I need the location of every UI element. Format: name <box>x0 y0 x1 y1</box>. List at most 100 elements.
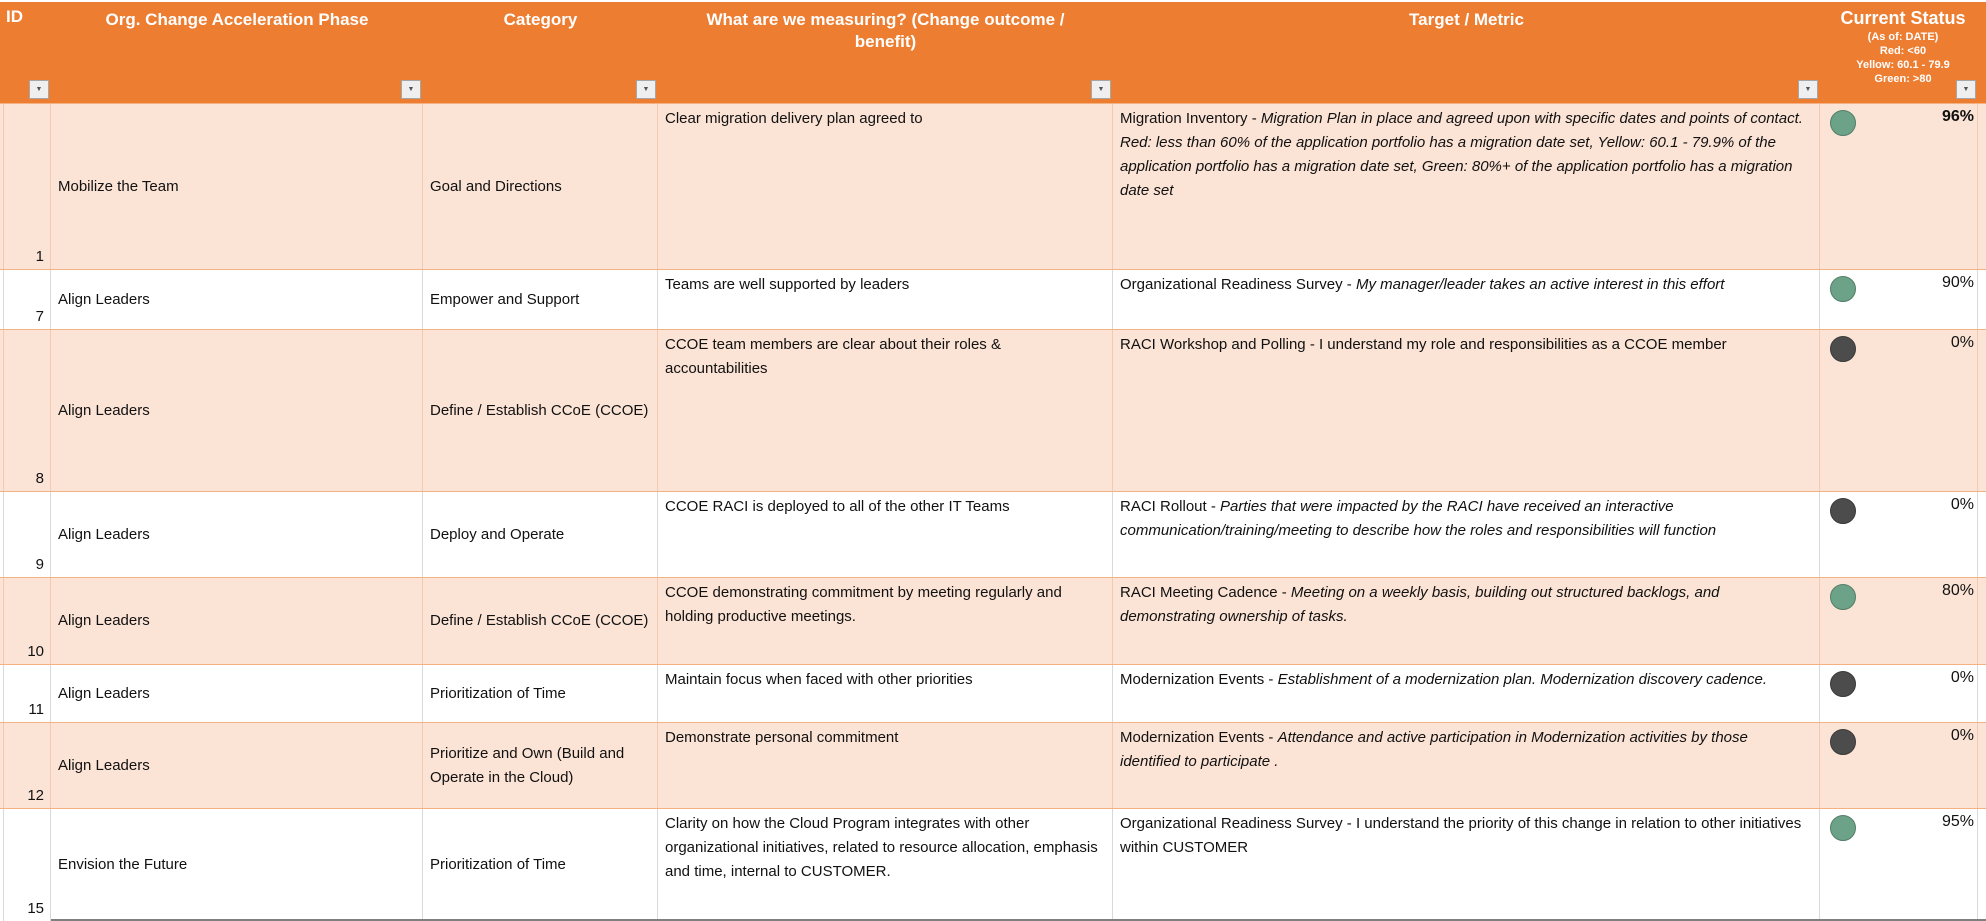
status-percentage: 80% <box>1941 582 1974 599</box>
cell-id[interactable]: 9 <box>0 492 51 577</box>
gridline <box>1977 723 1978 808</box>
cell-measuring[interactable]: CCOE team members are clear about their … <box>658 330 1113 491</box>
category-text: Define / Establish CCoE (CCOE) <box>430 401 649 419</box>
status-circle-icon <box>1830 498 1856 524</box>
cell-measuring[interactable]: Clarity on how the Cloud Program integra… <box>658 809 1113 921</box>
cell-phase[interactable]: Align Leaders <box>51 330 423 491</box>
table-header-row: ID ▼ Org. Change Acceleration Phase ▼ Ca… <box>0 2 1986 103</box>
cell-phase[interactable]: Align Leaders <box>51 665 423 722</box>
cell-status[interactable]: 95% <box>1820 809 1986 921</box>
table-row: 1 Mobilize the Team Goal and Directions … <box>0 103 1986 269</box>
measuring-text: Maintain focus when faced with other pri… <box>665 671 973 688</box>
filter-dropdown-button[interactable]: ▼ <box>401 80 421 99</box>
status-legend-red: Red: <60 <box>1879 45 1927 57</box>
cell-id[interactable]: 15 <box>0 809 51 921</box>
status-circle-icon <box>1830 815 1856 841</box>
cell-category[interactable]: Prioritization of Time <box>423 809 658 921</box>
status-circle-icon <box>1830 110 1856 136</box>
chevron-down-icon: ▼ <box>642 86 650 93</box>
filter-dropdown-button[interactable]: ▼ <box>636 80 656 99</box>
cell-target[interactable]: RACI Meeting Cadence - Meeting on a week… <box>1113 578 1820 664</box>
cell-target[interactable]: Modernization Events - Establishment of … <box>1113 665 1820 722</box>
cell-phase[interactable]: Align Leaders <box>51 578 423 664</box>
column-header-label: Org. Change Acceleration Phase <box>105 10 369 29</box>
filter-dropdown-button[interactable]: ▼ <box>1091 80 1111 99</box>
cell-target[interactable]: Modernization Events - Attendance and ac… <box>1113 723 1820 808</box>
cell-category[interactable]: Empower and Support <box>423 270 658 329</box>
phase-text: Envision the Future <box>58 856 188 873</box>
cell-phase[interactable]: Align Leaders <box>51 270 423 329</box>
cell-id[interactable]: 1 <box>0 104 51 269</box>
cell-measuring[interactable]: CCOE demonstrating commitment by meeting… <box>658 578 1113 664</box>
column-header-id[interactable]: ID ▼ <box>0 2 51 103</box>
cell-phase[interactable]: Envision the Future <box>51 809 423 921</box>
cell-phase[interactable]: Mobilize the Team <box>51 104 423 269</box>
cell-measuring[interactable]: CCOE RACI is deployed to all of the othe… <box>658 492 1113 577</box>
cell-measuring[interactable]: Clear migration delivery plan agreed to <box>658 104 1113 269</box>
cell-category[interactable]: Define / Establish CCoE (CCOE) <box>423 330 658 491</box>
status-percentage: 96% <box>1941 108 1974 125</box>
cell-status[interactable]: 0% <box>1820 330 1986 491</box>
column-header-target[interactable]: Target / Metric ▼ <box>1113 2 1820 103</box>
status-percentage: 0% <box>1950 727 1974 744</box>
cell-id[interactable]: 11 <box>0 665 51 722</box>
cell-id[interactable]: 12 <box>0 723 51 808</box>
cell-measuring[interactable]: Maintain focus when faced with other pri… <box>658 665 1113 722</box>
measuring-text: CCOE RACI is deployed to all of the othe… <box>665 498 1010 515</box>
column-header-category[interactable]: Category ▼ <box>423 2 658 103</box>
cell-category[interactable]: Define / Establish CCoE (CCOE) <box>423 578 658 664</box>
gridline <box>1977 578 1978 664</box>
cell-measuring[interactable]: Demonstrate personal commitment <box>658 723 1113 808</box>
viewport-bottom-edge <box>51 919 1986 921</box>
target-detail: Migration Plan in place and agreed upon … <box>1120 110 1803 199</box>
phase-text: Align Leaders <box>58 401 150 419</box>
target-prefix: Modernization Events - <box>1120 729 1278 746</box>
cell-target[interactable]: Migration Inventory - Migration Plan in … <box>1113 104 1820 269</box>
cell-target[interactable]: Organizational Readiness Survey - I unde… <box>1113 809 1820 921</box>
category-text: Deploy and Operate <box>430 525 565 543</box>
cell-id[interactable]: 10 <box>0 578 51 664</box>
status-as-of-label: (As of: DATE) <box>1867 31 1939 43</box>
cell-status[interactable]: 0% <box>1820 723 1986 808</box>
cell-phase[interactable]: Align Leaders <box>51 492 423 577</box>
status-percentage: 0% <box>1950 496 1974 513</box>
cell-target[interactable]: Organizational Readiness Survey - My man… <box>1113 270 1820 329</box>
measuring-text: Teams are well supported by leaders <box>665 276 910 293</box>
measuring-text: Clear migration delivery plan agreed to <box>665 110 923 127</box>
row-id: 7 <box>35 308 44 325</box>
row-id: 9 <box>35 556 44 573</box>
cell-target[interactable]: RACI Workshop and Polling - I understand… <box>1113 330 1820 491</box>
cell-status[interactable]: 0% <box>1820 665 1986 722</box>
cell-category[interactable]: Goal and Directions <box>423 104 658 269</box>
cell-id[interactable]: 7 <box>0 270 51 329</box>
filter-dropdown-button[interactable]: ▼ <box>1798 80 1818 99</box>
column-header-phase[interactable]: Org. Change Acceleration Phase ▼ <box>51 2 423 103</box>
column-header-status[interactable]: Current Status (As of: DATE) Red: <60 Ye… <box>1820 2 1986 103</box>
cell-measuring[interactable]: Teams are well supported by leaders <box>658 270 1113 329</box>
status-legend-yellow: Yellow: 60.1 - 79.9 <box>1856 59 1950 71</box>
filter-dropdown-button[interactable]: ▼ <box>29 80 49 99</box>
category-text: Prioritization of Time <box>430 856 566 873</box>
row-id: 8 <box>35 470 44 487</box>
column-header-measuring[interactable]: What are we measuring? (Change outcome /… <box>658 2 1113 103</box>
target-detail: Attendance and active participation in M… <box>1120 729 1748 770</box>
gridline <box>1977 665 1978 722</box>
category-text: Prioritization of Time <box>430 684 566 702</box>
cell-category[interactable]: Prioritize and Own (Build and Operate in… <box>423 723 658 808</box>
cell-phase[interactable]: Align Leaders <box>51 723 423 808</box>
status-circle-icon <box>1830 336 1856 362</box>
cell-status[interactable]: 0% <box>1820 492 1986 577</box>
column-header-label: Category <box>503 10 578 29</box>
measuring-text: CCOE team members are clear about their … <box>665 336 1001 377</box>
cell-target[interactable]: RACI Rollout - Parties that were impacte… <box>1113 492 1820 577</box>
status-percentage: 90% <box>1941 274 1974 291</box>
cell-status[interactable]: 90% <box>1820 270 1986 329</box>
cell-status[interactable]: 96% <box>1820 104 1986 269</box>
cell-category[interactable]: Prioritization of Time <box>423 665 658 722</box>
table-row: 7 Align Leaders Empower and Support Team… <box>0 269 1986 329</box>
cell-id[interactable]: 8 <box>0 330 51 491</box>
filter-dropdown-button[interactable]: ▼ <box>1956 80 1976 99</box>
target-prefix: Modernization Events - <box>1120 671 1278 688</box>
cell-category[interactable]: Deploy and Operate <box>423 492 658 577</box>
cell-status[interactable]: 80% <box>1820 578 1986 664</box>
